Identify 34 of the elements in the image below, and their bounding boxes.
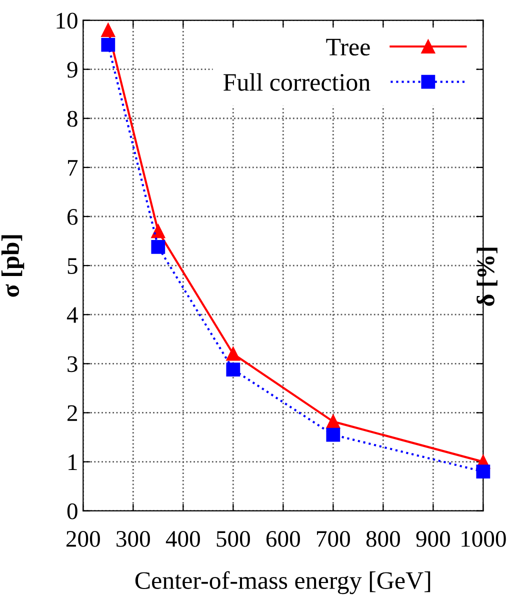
point: [326, 414, 340, 429]
x-tick-label: 700: [317, 530, 350, 547]
y-tick-label: 3: [68, 356, 78, 372]
x-tick-label: 1000: [462, 530, 506, 547]
point: [151, 224, 166, 238]
y-tick-label: 4: [66, 307, 78, 323]
x-tick-label: 300: [116, 530, 150, 547]
x-tick-label: 400: [166, 530, 200, 547]
y-tick-label: 1: [68, 454, 77, 470]
point: [476, 464, 490, 479]
point: [151, 240, 166, 254]
x-tick-label: 600: [266, 530, 300, 547]
y-tick-label: 5: [68, 258, 78, 274]
y-tick-label: 0: [67, 503, 78, 520]
y-tick-label: 6: [67, 209, 78, 225]
point: [226, 346, 240, 361]
y-axis-title: σ [pb]: [1, 235, 24, 297]
legend-label: Tree: [326, 38, 370, 56]
x-tick-label: 500: [216, 530, 250, 547]
x-tick-label: 900: [416, 530, 450, 547]
x-tick-label: 200: [66, 530, 100, 547]
point: [101, 38, 116, 52]
point: [101, 23, 116, 38]
y-tick-label: 7: [68, 160, 78, 176]
x-axis-title: Center-of-mass energy [GeV]: [135, 571, 430, 594]
point: [326, 428, 340, 442]
y-tick-label: 9: [67, 62, 78, 78]
y-tick-label: 10: [56, 12, 78, 29]
y-tick-label: 8: [67, 110, 78, 127]
x-tick-label: 800: [366, 530, 400, 547]
y2-axis-title: δ [%]: [476, 248, 498, 306]
point: [226, 362, 240, 377]
legend-label: Full correction: [224, 73, 370, 91]
y-tick-label: 2: [68, 405, 77, 421]
